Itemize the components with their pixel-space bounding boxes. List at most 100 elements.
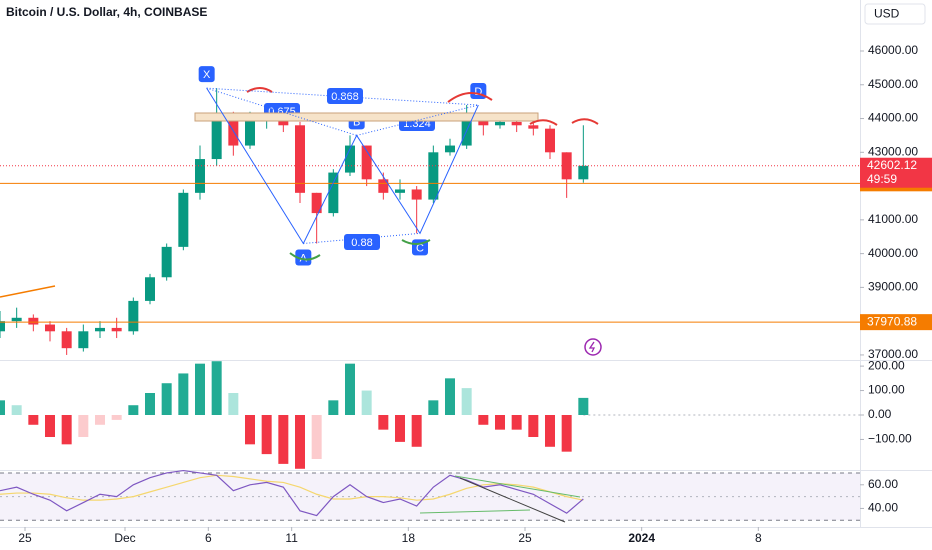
pattern-ratio-box xyxy=(344,234,380,250)
histogram-bar xyxy=(0,400,5,415)
candle-body xyxy=(295,125,305,193)
histogram-bar xyxy=(61,415,72,445)
drawings xyxy=(0,87,602,523)
pattern-point-box xyxy=(295,249,312,266)
pattern-point-label: X xyxy=(203,69,211,81)
histogram-bar xyxy=(78,415,89,437)
x-tick-label: 25 xyxy=(18,531,32,545)
histogram-bar xyxy=(145,393,155,415)
divergence-line xyxy=(454,475,581,498)
candle-body xyxy=(145,277,155,301)
alert-icon[interactable] xyxy=(584,338,602,356)
pattern-ratio-line xyxy=(206,87,357,136)
x-tick-label: 8 xyxy=(755,531,762,545)
y-tick-label: 44000.00 xyxy=(868,111,918,125)
y-tick-label: 37000.00 xyxy=(868,347,918,361)
histogram-bar xyxy=(178,373,189,415)
trend-line xyxy=(0,285,56,298)
level-label-box xyxy=(860,314,932,331)
histogram-bar xyxy=(378,415,389,430)
top-arc xyxy=(447,92,493,103)
histogram-bar xyxy=(261,415,272,455)
divergence-line xyxy=(459,477,566,523)
rsi-line xyxy=(0,469,584,517)
candle-body xyxy=(411,189,422,200)
candle-body xyxy=(511,121,522,126)
histogram-bar xyxy=(211,361,222,415)
histogram-bar xyxy=(428,400,439,415)
histogram-bar xyxy=(295,415,305,469)
histogram-bar xyxy=(411,415,422,447)
histogram-bar xyxy=(345,363,355,415)
y-tick-label: 200.00 xyxy=(868,358,905,372)
histogram-bar xyxy=(195,363,205,415)
top-arc xyxy=(529,119,558,126)
histogram-bar xyxy=(578,397,589,415)
candle-body xyxy=(361,145,372,180)
candle-body xyxy=(45,324,55,332)
y-tick-label: 39000.00 xyxy=(868,280,918,294)
pattern-point-label: B xyxy=(353,116,360,128)
candle-body xyxy=(328,172,339,214)
candle-body xyxy=(245,118,255,146)
x-tick-label: 25 xyxy=(518,531,532,545)
candle-body xyxy=(461,118,472,146)
pattern-point-box xyxy=(198,66,215,83)
candle-body xyxy=(28,317,39,325)
y-tick-label: 60.00 xyxy=(868,477,898,491)
candle-body xyxy=(61,331,72,349)
candle-body xyxy=(545,128,555,153)
candle-body xyxy=(478,118,489,126)
divergence-line xyxy=(419,509,531,514)
y-tick-label: 41000.00 xyxy=(868,212,918,226)
candle-body xyxy=(428,152,439,200)
candle-body xyxy=(211,115,222,160)
histogram-bar xyxy=(328,400,339,415)
y-tick-label: −100.00 xyxy=(868,432,912,446)
candle-body xyxy=(445,145,455,153)
histogram-bar xyxy=(128,405,139,415)
x-tick-label: 2024 xyxy=(628,531,655,545)
histogram-bar xyxy=(45,415,55,437)
alert-icon-bolt xyxy=(588,341,596,353)
last-price-box xyxy=(860,157,932,188)
pattern-ratio-box xyxy=(327,88,363,104)
x-tick-label: 18 xyxy=(402,531,416,545)
histogram-bar xyxy=(478,415,489,425)
candle-body xyxy=(95,327,105,332)
histogram-bar xyxy=(278,415,289,464)
bottom-arc xyxy=(401,239,431,245)
histogram-bar xyxy=(161,383,172,415)
histogram-bar xyxy=(28,415,39,425)
symbol-title: Bitcoin / U.S. Dollar, 4h, COINBASE xyxy=(6,5,207,19)
candle-body xyxy=(311,192,322,214)
last-price-label: 42602.12 xyxy=(867,158,917,172)
histogram-bar xyxy=(511,415,522,430)
candle-body xyxy=(0,321,5,332)
histogram-bar xyxy=(361,390,372,415)
x-tick-label: 6 xyxy=(205,531,212,545)
candle-body xyxy=(378,179,389,193)
histogram-bar xyxy=(311,415,322,459)
candle-body xyxy=(495,121,505,126)
countdown-label: 49:59 xyxy=(867,172,897,186)
candle-body xyxy=(178,192,189,247)
level-label: 37970.88 xyxy=(867,314,917,328)
candle-body xyxy=(395,189,405,193)
histogram-bar xyxy=(545,415,555,447)
candle-body xyxy=(195,159,205,193)
candle-body xyxy=(161,246,172,278)
y-tick-label: 46000.00 xyxy=(868,43,918,57)
candle-body xyxy=(578,165,589,180)
y-tick-label: 43000.00 xyxy=(868,144,918,158)
candle-body xyxy=(111,327,122,332)
currency-label: USD xyxy=(874,7,900,21)
currency-button[interactable] xyxy=(864,3,926,25)
y-tick-label: 40000.00 xyxy=(868,246,918,260)
histogram-bar xyxy=(495,415,505,430)
y-tick-label: 40.00 xyxy=(868,501,898,515)
histogram-bar xyxy=(395,415,405,442)
histogram-bar xyxy=(528,415,539,437)
